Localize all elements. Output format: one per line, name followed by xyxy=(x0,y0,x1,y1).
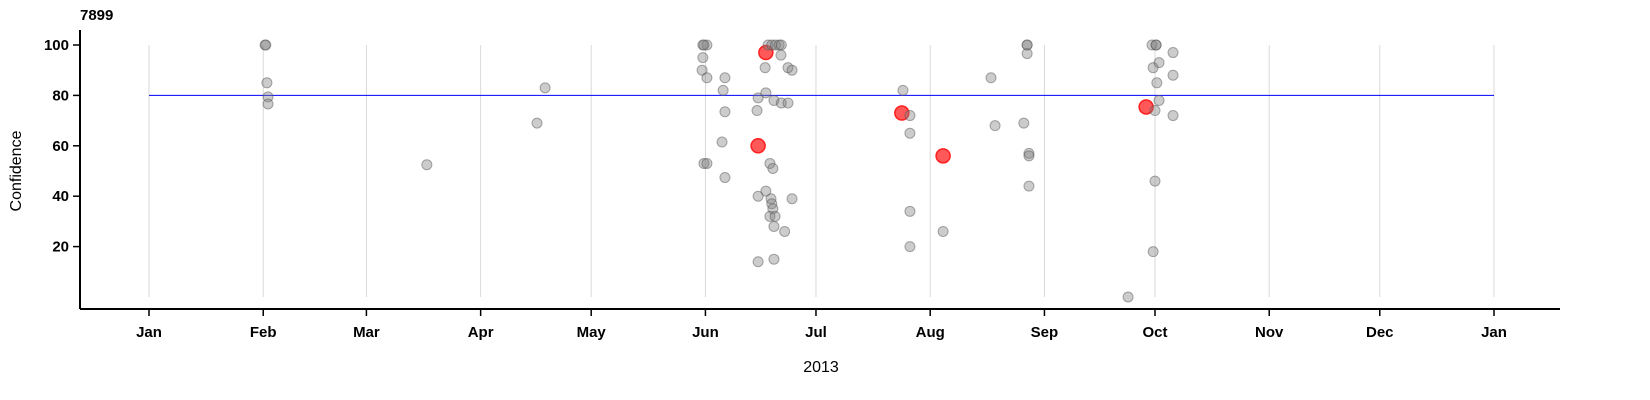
x-ticks: Jan Feb Mar Apr May Jun Jul Aug Sep Oct Nov Dec Jan xyxy=(136,309,1507,341)
x-tick-label: Feb xyxy=(250,324,277,341)
x-tick-label: Nov xyxy=(1255,324,1284,341)
data-point xyxy=(786,193,798,205)
y-ticks: 20 40 60 80 100 xyxy=(44,37,80,256)
y-axis-title: Confidence xyxy=(8,130,25,211)
data-point xyxy=(751,105,763,117)
data-point xyxy=(759,62,771,74)
x-tick-label: Oct xyxy=(1142,324,1167,341)
data-point xyxy=(1167,110,1179,122)
data-point xyxy=(1023,150,1035,162)
y-tick-label: 60 xyxy=(52,138,69,155)
data-point xyxy=(1167,47,1179,59)
data-point xyxy=(1150,39,1162,51)
data-point xyxy=(768,220,780,232)
data-point xyxy=(1021,48,1033,60)
x-tick-label: Jan xyxy=(136,324,162,341)
x-tick-label: Dec xyxy=(1366,324,1394,341)
data-point xyxy=(260,39,272,51)
highlight-point xyxy=(750,138,766,154)
x-tick-label: Apr xyxy=(468,324,494,341)
chart-title: 7899 xyxy=(80,7,113,24)
data-point xyxy=(719,72,731,84)
data-point xyxy=(1122,291,1134,303)
data-point xyxy=(768,253,780,265)
data-point xyxy=(989,120,1001,132)
data-point xyxy=(701,157,713,169)
data-point xyxy=(904,241,916,253)
data-point xyxy=(752,92,764,104)
data-point xyxy=(775,39,787,51)
data-point xyxy=(261,77,273,89)
data-point xyxy=(904,205,916,217)
data-point xyxy=(698,157,710,169)
data-point xyxy=(719,172,731,184)
data-point xyxy=(775,49,787,61)
data-point xyxy=(698,39,710,51)
x-tick-label: Jul xyxy=(805,324,827,341)
y-tick-label: 80 xyxy=(52,87,69,104)
data-point xyxy=(782,97,794,109)
data-point xyxy=(769,39,781,51)
data-point xyxy=(421,159,433,171)
data-point xyxy=(1023,180,1035,192)
data-point xyxy=(697,52,709,64)
data-point xyxy=(1151,77,1163,89)
data-point xyxy=(701,72,713,84)
x-tick-label: Jun xyxy=(692,324,719,341)
data-point xyxy=(760,185,772,197)
data-point xyxy=(752,190,764,202)
data-point xyxy=(1149,175,1161,187)
x-tick-label: Sep xyxy=(1031,324,1059,341)
data-point xyxy=(1149,105,1161,117)
data-point xyxy=(937,225,949,237)
data-point xyxy=(769,210,781,222)
data-point xyxy=(897,84,909,96)
x-tick-label: May xyxy=(577,324,607,341)
data-point xyxy=(531,117,543,129)
data-point xyxy=(1023,147,1035,159)
y-tick-label: 40 xyxy=(52,188,69,205)
data-point xyxy=(716,136,728,148)
data-point xyxy=(1147,246,1159,258)
data-point xyxy=(1153,57,1165,69)
x-tick-label: Aug xyxy=(916,324,945,341)
data-point xyxy=(904,110,916,122)
data-point xyxy=(752,256,764,268)
data-point xyxy=(719,106,731,118)
data-point xyxy=(1021,39,1033,51)
x-tick-label: Jan xyxy=(1481,324,1507,341)
data-point xyxy=(1018,117,1030,129)
data-point xyxy=(717,84,729,96)
data-point xyxy=(262,98,274,110)
data-points xyxy=(259,39,1179,303)
data-point xyxy=(1167,69,1179,81)
data-point xyxy=(786,64,798,76)
data-point xyxy=(1146,39,1158,51)
y-tick-label: 20 xyxy=(52,239,69,256)
data-point xyxy=(760,87,772,99)
highlight-point xyxy=(935,148,951,164)
data-point xyxy=(1153,94,1165,106)
data-point xyxy=(985,72,997,84)
data-point xyxy=(701,39,713,51)
data-point xyxy=(904,127,916,139)
grid-lines xyxy=(148,45,1495,297)
x-axis-title: 2013 xyxy=(803,359,839,376)
data-point xyxy=(539,82,551,94)
data-point xyxy=(779,225,791,237)
y-tick-label: 100 xyxy=(44,37,69,54)
data-point xyxy=(767,162,779,174)
x-tick-label: Mar xyxy=(353,324,380,341)
